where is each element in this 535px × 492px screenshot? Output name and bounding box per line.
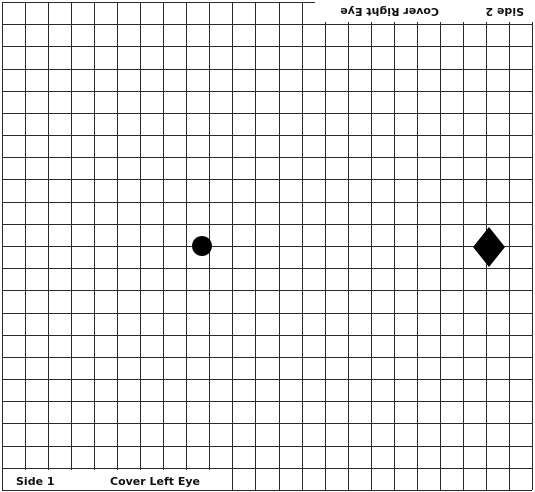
center-fixation-dot	[192, 236, 212, 256]
cover-right-eye-label: Cover Right Eye	[340, 5, 439, 18]
side1-label-backdrop	[8, 470, 218, 490]
side2-label: Side 2	[485, 5, 524, 18]
side2-label-backdrop	[315, 2, 533, 22]
diamond-fixation-mark	[473, 227, 505, 267]
side1-label: Side 1	[16, 475, 55, 488]
cover-left-eye-label: Cover Left Eye	[110, 475, 200, 488]
side2-label-group: Side 2 Cover Right Eye	[340, 5, 524, 18]
